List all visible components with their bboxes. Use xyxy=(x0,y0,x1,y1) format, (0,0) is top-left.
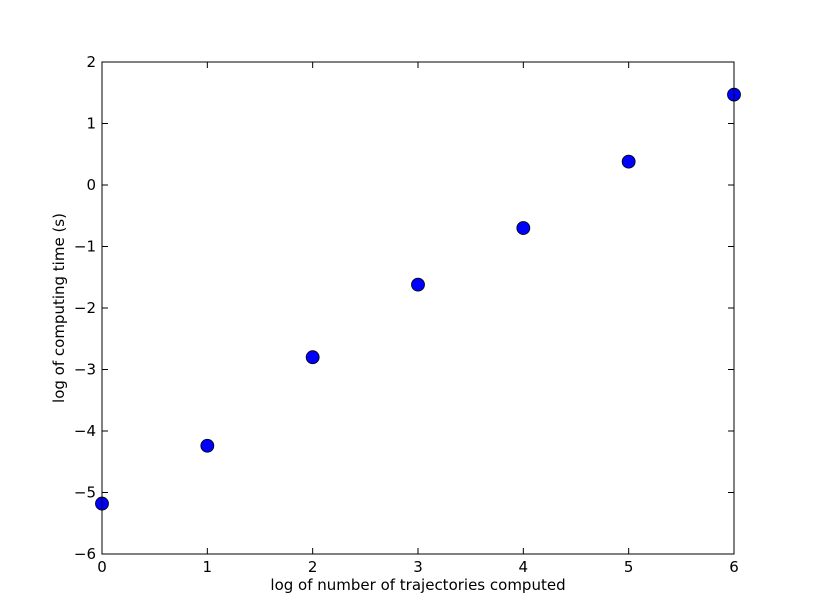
y-tick-label: −6 xyxy=(74,545,96,563)
x-tick-label: 2 xyxy=(308,558,318,576)
data-point xyxy=(411,277,425,292)
data-point xyxy=(200,438,215,453)
y-tick-label: 1 xyxy=(86,115,96,133)
x-tick-label: 5 xyxy=(624,558,634,576)
x-tick-label: 4 xyxy=(519,558,529,576)
data-point xyxy=(516,221,531,235)
data-points xyxy=(95,87,741,511)
x-tick-label: 3 xyxy=(413,558,423,576)
y-tick-label: 0 xyxy=(86,176,96,194)
plot-frame xyxy=(101,61,735,555)
axis-tick-labels: 0 1 2 3 4 5 6 2 1 0 −1 −2 −3 −4 −5 −6 xyxy=(74,53,739,576)
x-axis-label: log of number of trajectories computed xyxy=(270,576,565,594)
y-tick-label: −3 xyxy=(74,361,96,379)
x-tick-label: 0 xyxy=(97,558,107,576)
y-tick-label: −2 xyxy=(74,299,96,317)
x-tick-label: 1 xyxy=(203,558,213,576)
y-axis-label: log of computing time (s) xyxy=(50,213,68,403)
data-point xyxy=(621,154,636,169)
y-tick-label: 2 xyxy=(86,53,96,71)
y-tick-label: −4 xyxy=(74,422,96,440)
y-tick-label: −1 xyxy=(74,238,96,256)
y-tick-label: −5 xyxy=(74,484,96,502)
data-point xyxy=(305,350,320,365)
x-tick-label: 6 xyxy=(729,558,739,576)
